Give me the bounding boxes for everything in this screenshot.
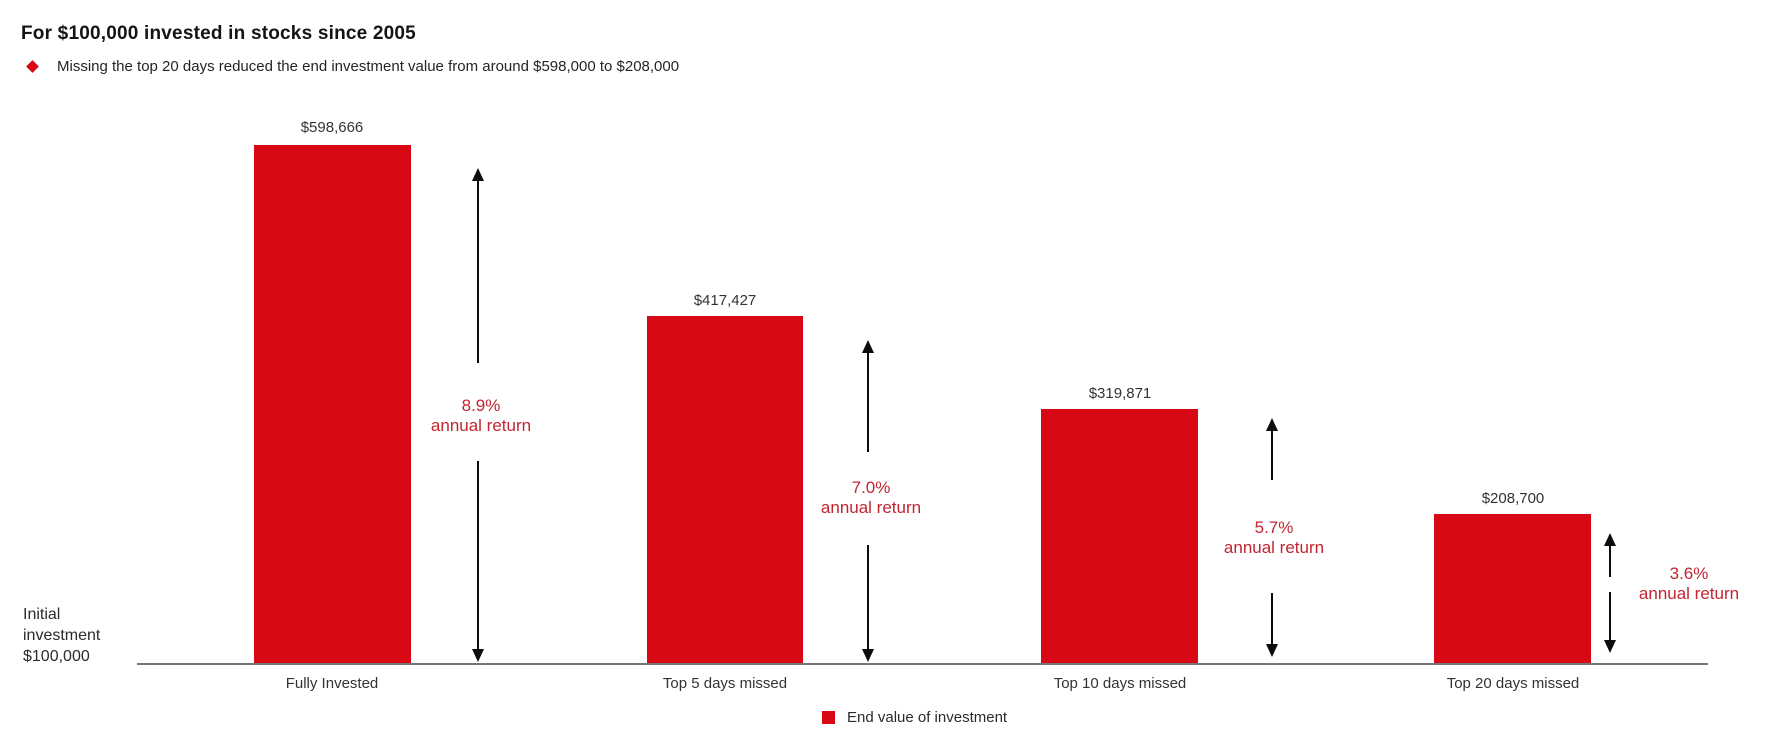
x-axis-line: [137, 663, 1708, 665]
bar-fully-invested: [254, 145, 411, 663]
baseline-label-line2: investment: [23, 627, 101, 644]
arrow-down-icon: [1604, 640, 1616, 653]
arrow-down-icon: [1266, 644, 1278, 657]
chart-title: For $100,000 invested in stocks since 20…: [21, 23, 416, 44]
legend: End value of investment: [822, 709, 1007, 726]
baseline-label-line1: Initial: [23, 606, 61, 623]
annual-return-note: 7.0% annual return: [776, 478, 966, 518]
annual-return-pct: 8.9%: [461, 396, 501, 415]
category-label: Top 5 days missed: [662, 675, 788, 692]
annual-return-suffix: annual return: [430, 416, 532, 435]
bar-value-label: $208,700: [1481, 490, 1545, 507]
arrow-line: [867, 353, 869, 452]
arrow-line: [1271, 593, 1273, 645]
category-label: Top 20 days missed: [1446, 675, 1580, 692]
arrow-up-icon: [1266, 418, 1278, 431]
arrow-up-icon: [862, 340, 874, 353]
diamond-bullet-icon: [26, 60, 39, 73]
annual-return-suffix: annual return: [820, 498, 922, 517]
arrow-up-icon: [1604, 533, 1616, 546]
arrow-line: [477, 461, 479, 650]
bar-value-label: $598,666: [300, 119, 364, 136]
baseline-label: Initial investment $100,000: [23, 604, 100, 667]
bar-value-label: $319,871: [1088, 385, 1152, 402]
arrow-down-icon: [862, 649, 874, 662]
arrow-line: [1609, 592, 1611, 641]
legend-swatch-icon: [822, 711, 835, 724]
bar-top-5-days-missed: [647, 316, 803, 663]
legend-label: End value of investment: [847, 709, 1008, 726]
annual-return-note: 3.6% annual return: [1594, 564, 1777, 604]
arrow-line: [1609, 546, 1611, 577]
arrow-down-icon: [472, 649, 484, 662]
annual-return-suffix: annual return: [1223, 538, 1325, 557]
bar-value-label: $417,427: [693, 292, 757, 309]
annual-return-suffix: annual return: [1638, 584, 1740, 603]
bar-top-10-days-missed: [1041, 409, 1198, 663]
arrow-up-icon: [472, 168, 484, 181]
arrow-line: [477, 181, 479, 363]
arrow-line: [1271, 431, 1273, 480]
annual-return-pct: 3.6%: [1669, 564, 1709, 583]
annual-return-pct: 7.0%: [851, 478, 891, 497]
category-label: Top 10 days missed: [1053, 675, 1187, 692]
bar-top-20-days-missed: [1434, 514, 1591, 663]
chart-subtitle: Missing the top 20 days reduced the end …: [57, 58, 680, 75]
arrow-line: [867, 545, 869, 650]
annual-return-pct: 5.7%: [1254, 518, 1294, 537]
annual-return-note: 5.7% annual return: [1179, 518, 1369, 558]
category-label: Fully Invested: [285, 675, 379, 692]
baseline-label-line3: $100,000: [23, 648, 90, 665]
annual-return-note: 8.9% annual return: [386, 396, 576, 436]
